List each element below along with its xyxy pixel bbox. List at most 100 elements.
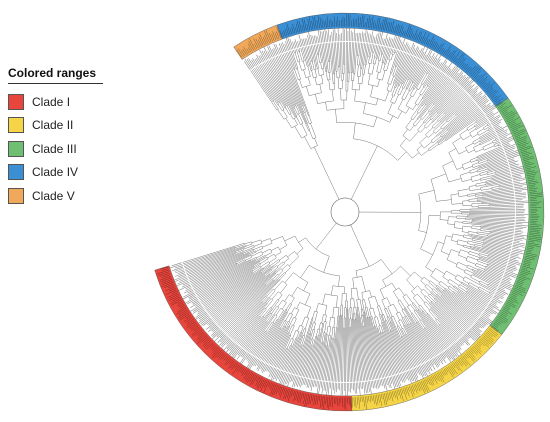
branch	[350, 224, 366, 257]
leaf-label	[197, 307, 204, 313]
leaf-label	[503, 144, 511, 148]
ring-label	[285, 388, 289, 399]
branch	[328, 79, 331, 91]
branch	[282, 110, 288, 118]
branch	[320, 334, 328, 381]
branch-arc	[302, 84, 311, 88]
branch-arc	[397, 325, 399, 327]
ring-label	[264, 30, 270, 43]
branch	[278, 270, 284, 276]
branch	[381, 332, 395, 375]
leaf-label	[410, 44, 416, 55]
ring-label	[161, 282, 174, 288]
branch	[183, 247, 235, 265]
branch	[376, 45, 381, 59]
ring-label	[415, 383, 419, 392]
ring-label	[479, 76, 488, 85]
leaf-label	[313, 35, 316, 44]
branch	[330, 42, 334, 74]
ring-label	[521, 267, 528, 270]
branch	[327, 335, 330, 346]
branch	[380, 332, 393, 376]
branch	[473, 156, 506, 168]
leaf-label	[506, 268, 514, 272]
branch	[332, 42, 336, 74]
branch-arc	[282, 280, 288, 285]
branch	[213, 273, 270, 320]
leaf-label	[256, 360, 261, 367]
leaf-label	[507, 154, 521, 160]
ring-label	[529, 194, 542, 197]
ring-label	[180, 313, 191, 321]
leaf-label	[456, 341, 461, 347]
ring-label	[247, 43, 253, 52]
leaf-label	[449, 347, 458, 357]
branch	[376, 328, 390, 377]
branch	[262, 296, 268, 303]
ring-label	[454, 361, 462, 372]
ring-label	[500, 105, 508, 111]
branch	[281, 345, 292, 370]
leaf-label	[432, 58, 438, 66]
leaf-label	[502, 278, 511, 284]
branch	[469, 188, 481, 192]
leaf-label	[512, 244, 525, 248]
branch	[495, 168, 510, 173]
branch	[417, 122, 425, 130]
ring-label	[459, 357, 467, 367]
branch	[261, 266, 271, 273]
branch	[434, 297, 468, 330]
leaf-label	[199, 314, 209, 321]
branch	[473, 272, 499, 285]
branch	[397, 55, 411, 86]
leaf-label	[375, 33, 378, 44]
ring-label	[385, 22, 389, 32]
branch	[441, 95, 470, 123]
branch-arc	[478, 286, 480, 289]
leaf-label	[478, 98, 488, 107]
leaf-label	[493, 297, 503, 303]
branch-arc	[301, 68, 306, 71]
leaf-label	[355, 382, 358, 394]
branch	[489, 204, 515, 207]
leaf-label	[401, 44, 405, 51]
leaf-label	[440, 353, 446, 360]
leaf-label	[312, 35, 315, 44]
branch	[486, 166, 509, 174]
branch	[189, 254, 249, 281]
branch	[198, 266, 254, 300]
leaf-label	[515, 226, 527, 228]
ring-label	[361, 14, 363, 28]
branch	[421, 73, 428, 84]
legend-label: Clade III	[32, 141, 77, 156]
branch	[357, 42, 359, 56]
leaf-label	[362, 32, 365, 43]
ring-label	[212, 345, 217, 351]
leaf-label	[354, 382, 356, 394]
branch	[419, 320, 426, 329]
ring-label	[420, 31, 427, 43]
branch	[464, 276, 495, 293]
branch	[472, 179, 481, 182]
leaf-label	[447, 348, 456, 360]
branch	[460, 249, 470, 253]
branch	[423, 141, 433, 149]
branch	[400, 319, 405, 326]
ring-label	[503, 307, 510, 311]
branch	[324, 305, 328, 315]
ring-label	[413, 384, 418, 394]
branch-arc	[436, 135, 438, 137]
leaf-label	[457, 74, 466, 84]
ring-label	[488, 329, 498, 337]
branch	[269, 325, 289, 365]
leaf-label	[436, 62, 441, 68]
leaf-label	[213, 332, 224, 342]
branch	[295, 318, 314, 375]
leaf-label	[251, 59, 256, 67]
branch	[398, 325, 418, 366]
branch-arc	[302, 60, 305, 62]
branch-arc	[430, 301, 433, 303]
branch	[302, 345, 312, 377]
leaf-label	[473, 92, 483, 101]
